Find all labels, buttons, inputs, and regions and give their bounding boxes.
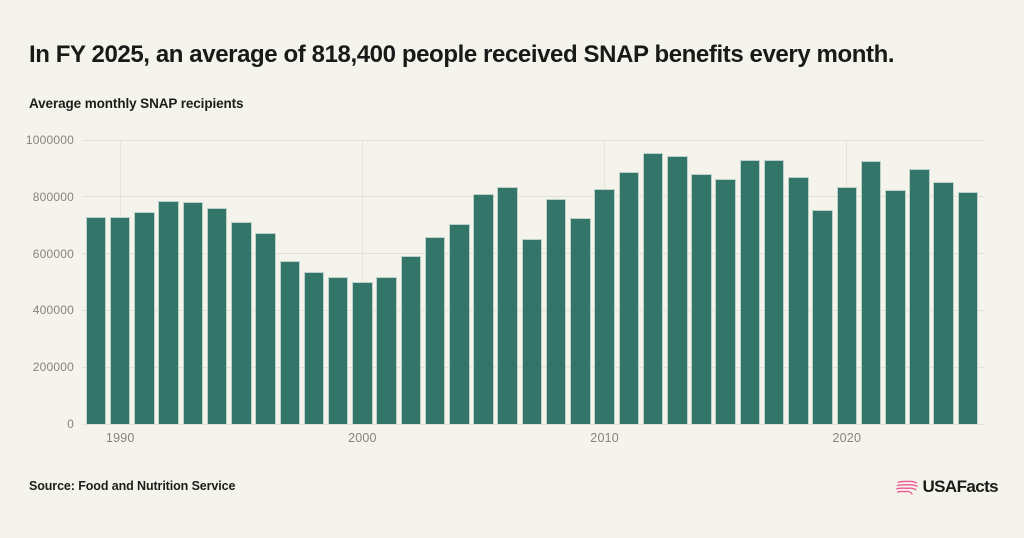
bar-2022[interactable]: [885, 189, 906, 424]
bar-2006[interactable]: [497, 187, 518, 424]
bar-2025[interactable]: [957, 191, 979, 424]
bar-2008[interactable]: [545, 198, 567, 424]
bar-2009[interactable]: [570, 217, 591, 424]
bar-2019[interactable]: [812, 210, 833, 424]
bar-2001[interactable]: [376, 276, 397, 424]
bar-1995[interactable]: [231, 221, 252, 424]
y-tick-label: 1000000: [25, 133, 74, 147]
bar-1994[interactable]: [206, 208, 228, 424]
bar-2016[interactable]: [739, 159, 761, 424]
bar-2002[interactable]: [400, 256, 422, 424]
usafacts-flag-icon: [896, 480, 919, 495]
y-axis-labels: 0 200000 400000 600000 800000 1000000: [0, 133, 74, 431]
bar-1999[interactable]: [327, 277, 349, 424]
x-tick-label: 2000: [348, 431, 377, 445]
bar-1991[interactable]: [134, 212, 155, 424]
x-tick-label: 2020: [832, 431, 862, 445]
page-title: In FY 2025, an average of 818,400 people…: [29, 41, 895, 68]
bar-2003[interactable]: [424, 237, 446, 424]
bar-2004[interactable]: [449, 223, 470, 424]
plot-area: [82, 139, 984, 425]
bar-2013[interactable]: [667, 155, 688, 424]
gridline-horizontal: [82, 139, 984, 141]
y-tick-label: 400000: [32, 303, 74, 318]
bar-1989[interactable]: [85, 217, 107, 424]
y-tick-label: 600000: [32, 246, 74, 261]
bar-2007[interactable]: [521, 239, 543, 424]
x-axis-labels: 1990 2000 2010 2020: [82, 431, 984, 447]
gridline-horizontal: [82, 423, 984, 425]
bar-1992[interactable]: [158, 201, 179, 424]
bar-1996[interactable]: [255, 233, 276, 424]
y-tick-label: 200000: [32, 360, 74, 375]
y-tick-label: 0: [67, 417, 74, 431]
source-note: Source: Food and Nutrition Service: [29, 479, 236, 493]
x-tick-label: 1990: [105, 431, 135, 445]
chart-subtitle: Average monthly SNAP recipients: [29, 96, 244, 111]
bar-1998[interactable]: [303, 271, 325, 424]
bar-2005[interactable]: [473, 193, 494, 424]
usafacts-logo-text: USAFacts: [922, 477, 998, 496]
bar-1993[interactable]: [182, 202, 204, 424]
bar-1990[interactable]: [109, 216, 131, 424]
bar-2021[interactable]: [860, 160, 882, 424]
bar-2012[interactable]: [642, 153, 664, 424]
bar-2014[interactable]: [691, 174, 712, 424]
bar-2018[interactable]: [788, 176, 809, 424]
bar-2023[interactable]: [909, 168, 930, 424]
bar-2020[interactable]: [836, 187, 858, 424]
gridline-horizontal: [82, 196, 984, 198]
y-tick-label: 800000: [32, 189, 74, 204]
x-tick-label: 2010: [590, 431, 619, 445]
bar-2015[interactable]: [715, 179, 736, 424]
bar-2011[interactable]: [618, 171, 640, 424]
bar-2017[interactable]: [763, 159, 785, 424]
usafacts-logo: USAFacts: [895, 477, 999, 497]
bar-2024[interactable]: [933, 182, 954, 424]
bar-2010[interactable]: [594, 188, 615, 424]
bar-1997[interactable]: [279, 260, 300, 424]
bar-2000[interactable]: [352, 282, 373, 424]
